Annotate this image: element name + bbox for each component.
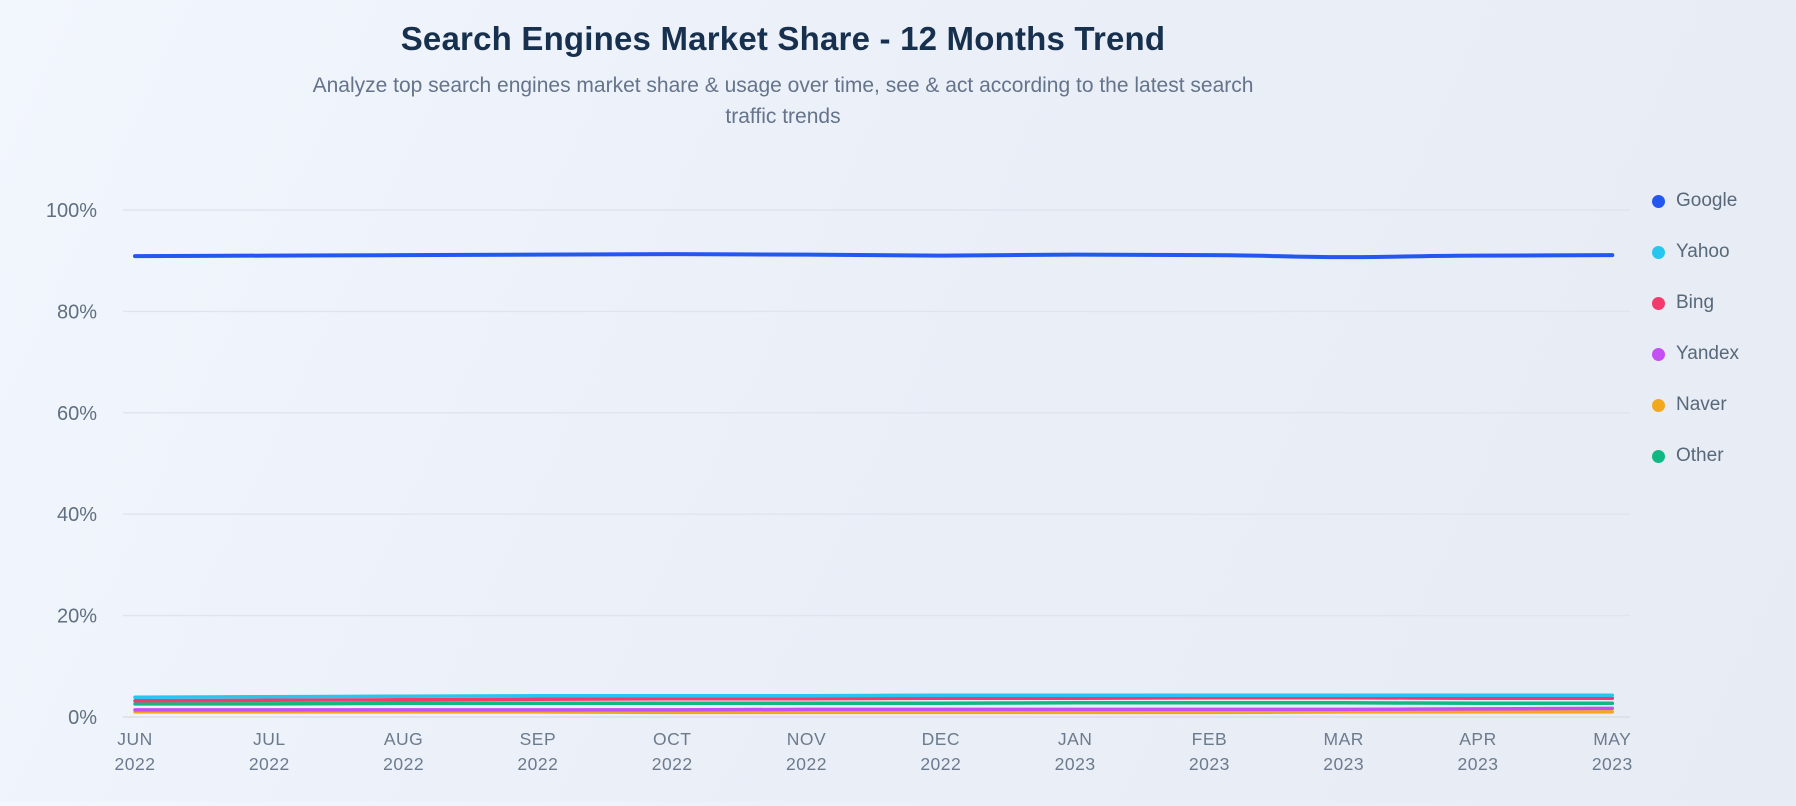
line-chart-canvas: 100% 80% 60% 40% 20% 0% JUN 2022 JUL 2022 AUG 2022 S…	[46, 200, 1633, 774]
x-axis-label-month: MAY	[1593, 729, 1631, 749]
chart-legend: Google Yahoo Bing Yandex Naver Other	[1652, 190, 1739, 467]
chart-header: Search Engines Market Share - 12 Months …	[0, 20, 1566, 132]
legend-label: Yandex	[1676, 343, 1740, 364]
x-axis-label-month: OCT	[653, 729, 691, 749]
legend-color-dot	[1652, 194, 1665, 208]
y-axis-tick-label: 20%	[57, 606, 97, 628]
x-axis-label-year: 2022	[517, 754, 558, 774]
x-axis-label-month: DEC	[922, 729, 960, 749]
series-line-bing[interactable]	[133, 695, 1615, 703]
x-axis-label-year: 2023	[1458, 754, 1499, 774]
legend-color-dot	[1652, 245, 1665, 259]
series-line-yahoo[interactable]	[133, 693, 1615, 699]
legend-color-dot	[1652, 347, 1665, 361]
x-axis-label-year: 2023	[1592, 754, 1633, 774]
chart-title: Search Engines Market Share - 12 Months …	[400, 20, 1166, 57]
y-axis-tick-label: 80%	[57, 301, 97, 323]
y-axis-tick-label: 60%	[57, 403, 97, 425]
legend-item-yandex[interactable]: Yandex	[1652, 343, 1739, 365]
plot-area: 100% 80% 60% 40% 20% 0% JUN 2022 JUL 2022 AUG 2022 S…	[0, 150, 1640, 801]
y-axis-tick-label: 100%	[46, 200, 97, 222]
y-axis-tick-label: 0%	[68, 707, 97, 729]
legend-label: Google	[1676, 190, 1738, 211]
series-line-google[interactable]	[133, 252, 1615, 260]
x-axis-label-month: JUN	[117, 729, 153, 749]
x-axis-label-month: JUL	[253, 729, 286, 749]
legend-item-google[interactable]: Google	[1652, 190, 1739, 212]
x-axis-label-year: 2022	[115, 754, 156, 774]
x-axis-label-month: MAR	[1324, 729, 1364, 749]
x-axis-label-month: SEP	[520, 729, 557, 749]
x-axis-label-month: APR	[1459, 729, 1496, 749]
x-axis-label-month: FEB	[1192, 729, 1228, 749]
legend-item-naver[interactable]: Naver	[1652, 394, 1739, 416]
x-axis-label-month: JAN	[1058, 729, 1093, 749]
legend-label: Bing	[1676, 292, 1715, 313]
x-axis-label-month: AUG	[384, 729, 423, 749]
legend-item-bing[interactable]: Bing	[1652, 292, 1739, 314]
y-axis-tick-label: 40%	[57, 504, 97, 526]
legend-color-dot	[1652, 398, 1665, 412]
legend-label: Other	[1676, 445, 1724, 466]
x-axis-label-year: 2023	[1323, 754, 1364, 774]
legend-label: Naver	[1676, 394, 1727, 415]
legend-label: Yahoo	[1676, 241, 1730, 262]
x-axis-label-month: NOV	[787, 729, 826, 749]
series-line-naver[interactable]	[133, 710, 1615, 715]
series-line-other[interactable]	[133, 701, 1615, 706]
x-axis-label-year: 2022	[249, 754, 290, 774]
legend-color-dot	[1652, 449, 1665, 463]
x-axis-label-year: 2023	[1055, 754, 1096, 774]
legend-item-other[interactable]: Other	[1652, 445, 1739, 467]
x-axis-label-year: 2023	[1189, 754, 1230, 774]
x-axis-label-year: 2022	[383, 754, 424, 774]
series-line-yandex[interactable]	[133, 706, 1615, 712]
legend-color-dot	[1652, 296, 1665, 310]
chart-subtitle: Analyze top search engines market share …	[312, 74, 1254, 128]
x-axis-label-year: 2022	[920, 754, 961, 774]
legend-item-yahoo[interactable]: Yahoo	[1652, 241, 1739, 263]
x-axis-label-year: 2022	[786, 754, 827, 774]
x-axis-label-year: 2022	[652, 754, 693, 774]
